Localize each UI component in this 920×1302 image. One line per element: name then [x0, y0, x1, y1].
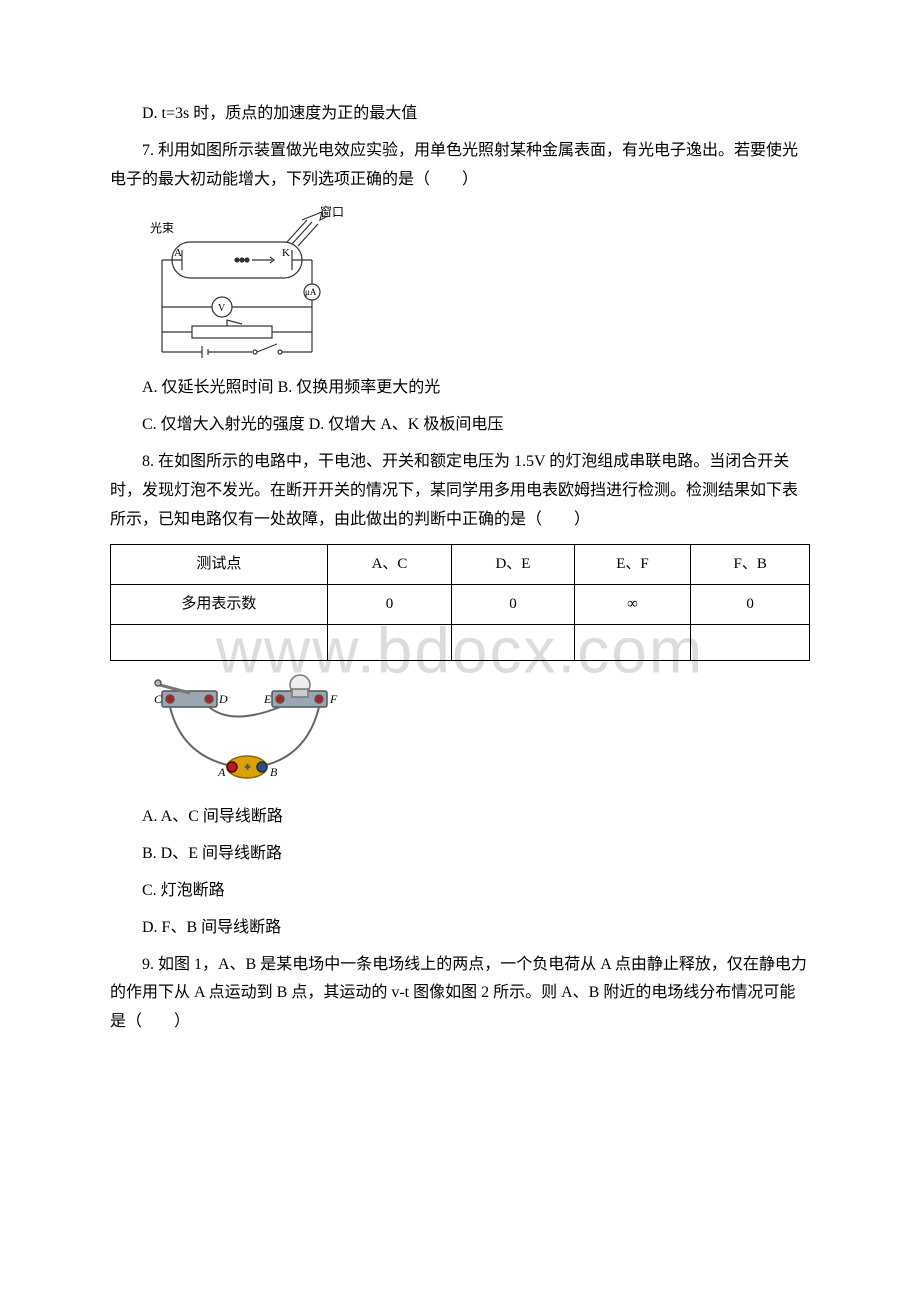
- q8-option-b: B. D、E 间导线断路: [110, 840, 810, 869]
- node-c-label: C: [154, 692, 163, 706]
- voltmeter-label: V: [218, 303, 226, 314]
- q7-options-ab: A. 仅延长光照时间 B. 仅换用频率更大的光: [110, 374, 810, 403]
- q6-option-d: D. t=3s 时，质点的加速度为正的最大值: [110, 100, 810, 129]
- q9-stem: 9. 如图 1，A、B 是某电场中一条电场线上的两点，一个负电荷从 A 点由静止…: [110, 951, 810, 1037]
- plate-a-label: A: [174, 247, 182, 259]
- table-header-testpoint: 测试点: [111, 545, 328, 585]
- table-header-ac: A、C: [327, 545, 451, 585]
- q8-table: 测试点 A、C D、E E、F F、B 多用表示数 0 0 ∞ 0: [110, 544, 810, 661]
- q8-option-c: C. 灯泡断路: [110, 877, 810, 906]
- table-rowlabel: 多用表示数: [111, 585, 328, 625]
- beam-label: 光束: [150, 221, 174, 235]
- q7-option-d: D. 仅增大 A、K 极板间电压: [309, 416, 504, 433]
- q8-option-a: A. A、C 间导线断路: [110, 803, 810, 832]
- node-b-label: B: [270, 765, 278, 779]
- table-header-de: D、E: [452, 545, 574, 585]
- q8-stem: 8. 在如图所示的电路中，干电池、开关和额定电压为 1.5V 的灯泡组成串联电路…: [110, 448, 810, 534]
- table-header-ef: E、F: [574, 545, 691, 585]
- q7-stem: 7. 利用如图所示装置做光电效应实验，用单色光照射某种金属表面，有光电子逸出。若…: [110, 137, 810, 195]
- table-row: 多用表示数 0 0 ∞ 0: [111, 585, 810, 625]
- node-f-label: F: [329, 692, 338, 706]
- q7-figure: 光束 窗口 A K V μA: [142, 202, 810, 362]
- q7-option-c: C. 仅增大入射光的强度: [142, 416, 309, 433]
- q8-figure: + C D E F A B: [142, 671, 810, 791]
- table-value-fb: 0: [691, 585, 810, 625]
- table-empty: [111, 625, 328, 661]
- q7-options-cd: C. 仅增大入射光的强度 D. 仅增大 A、K 极板间电压: [110, 411, 810, 440]
- node-e-label: E: [263, 692, 272, 706]
- table-empty: [691, 625, 810, 661]
- table-row: 测试点 A、C D、E E、F F、B: [111, 545, 810, 585]
- photoelectric-circuit-svg: 光束 窗口 A K V μA: [142, 202, 352, 362]
- microammeter-label: μA: [305, 287, 317, 297]
- q8-option-d: D. F、B 间导线断路: [110, 914, 810, 943]
- page-content: D. t=3s 时，质点的加速度为正的最大值 7. 利用如图所示装置做光电效应实…: [110, 100, 810, 1037]
- table-value-de: 0: [452, 585, 574, 625]
- q7-option-a: A. 仅延长光照时间: [142, 379, 278, 396]
- window-label: 窗口: [320, 205, 344, 219]
- svg-text:+: +: [245, 762, 250, 772]
- table-header-fb: F、B: [691, 545, 810, 585]
- plate-k-label: K: [282, 247, 290, 259]
- table-value-ef: ∞: [574, 585, 691, 625]
- table-empty: [574, 625, 691, 661]
- table-value-ac: 0: [327, 585, 451, 625]
- table-empty: [452, 625, 574, 661]
- table-empty: [327, 625, 451, 661]
- node-d-label: D: [218, 692, 228, 706]
- q7-option-b: B. 仅换用频率更大的光: [278, 379, 441, 396]
- table-row: [111, 625, 810, 661]
- circuit-svg: + C D E F A B: [142, 671, 372, 791]
- node-a-label: A: [217, 765, 226, 779]
